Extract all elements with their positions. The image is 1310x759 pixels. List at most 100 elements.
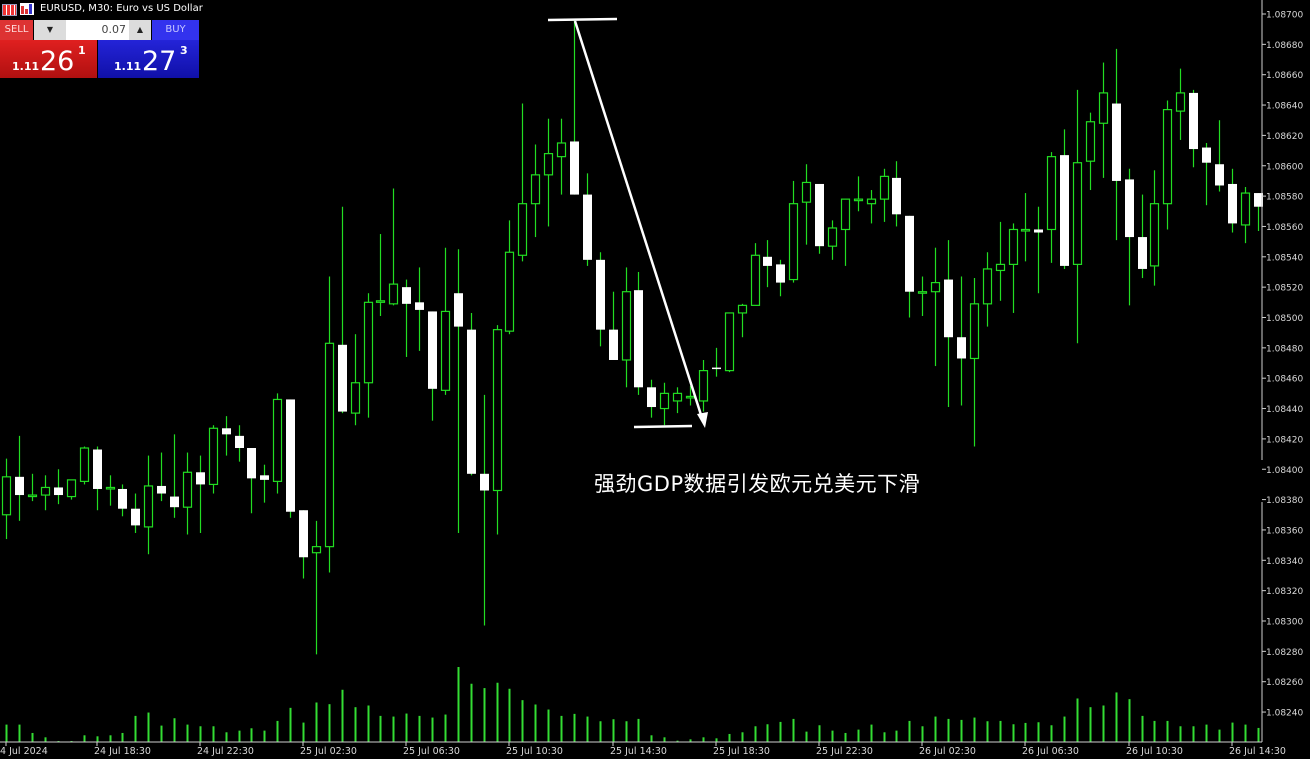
chart-type-icon[interactable] — [20, 3, 34, 15]
time-axis[interactable]: 24 Jul 2024 24 Jul 18:30 24 Jul 22:30 25 Ju… — [0, 741, 1286, 757]
candle-body-bull — [208, 427, 219, 486]
candle-body-bull — [517, 203, 528, 256]
annotation-high-line — [547, 17, 618, 22]
price-tick-label: 1.08680 — [1266, 41, 1303, 51]
time-tick-label: 25 Jul 18:30 — [713, 746, 770, 757]
time-tick-label: 26 Jul 14:30 — [1229, 746, 1286, 757]
candle — [182, 452, 193, 535]
time-tick-label: 26 Jul 06:30 — [1022, 746, 1079, 757]
candle — [1202, 142, 1211, 206]
candle — [157, 452, 166, 502]
price-tick-label: 1.08600 — [1266, 162, 1303, 172]
candle-body-bear — [54, 487, 63, 496]
lot-increase-button[interactable]: ▲ — [129, 20, 151, 40]
candle-body-bear — [118, 488, 127, 509]
lot-size-stepper[interactable]: ▼ 0.07 ▲ — [34, 20, 151, 40]
candle — [737, 303, 748, 338]
candle-body-bull — [1098, 92, 1109, 124]
price-tick-label: 1.08480 — [1266, 344, 1303, 354]
candle — [917, 276, 928, 316]
candle — [957, 276, 966, 406]
candle-body-bull — [827, 227, 838, 247]
candle-body-bull — [1149, 203, 1160, 267]
time-tick-label: 25 Jul 02:30 — [300, 746, 357, 757]
candle-body-bull — [853, 198, 864, 202]
candle — [827, 220, 838, 260]
sell-button[interactable]: SELL — [0, 20, 33, 40]
candle-body-bull — [685, 395, 696, 399]
volume-layer — [5, 667, 1260, 742]
candle-body-bear — [286, 399, 295, 512]
price-tick-label: 1.08320 — [1266, 587, 1303, 597]
candle-body-bear — [1228, 183, 1237, 224]
candle-body-bear — [609, 329, 618, 360]
candle-body-bull — [27, 494, 38, 498]
candle — [415, 267, 424, 351]
candle-body-bull — [79, 447, 90, 482]
candle-body-bear — [235, 435, 244, 449]
candle-body-bull — [1162, 109, 1173, 205]
buy-price-button[interactable]: 1.11 27 3 — [98, 40, 199, 78]
candle-body-bear — [260, 475, 269, 480]
trend-annotation — [547, 17, 708, 429]
candle — [698, 359, 709, 412]
candle-body-bear — [467, 329, 476, 474]
candle-body-bear — [892, 177, 901, 215]
candle — [1020, 193, 1031, 262]
lot-size-input[interactable]: 0.07 — [101, 23, 127, 36]
candle-body-bull — [1240, 192, 1251, 226]
price-axis[interactable]: 1.08700 1.08680 1.08660 1.08640 1.08620 1.086… — [1261, 0, 1303, 742]
candle — [363, 293, 374, 418]
candle — [118, 484, 127, 517]
candle-body-bull — [801, 181, 812, 203]
candle-body-bear — [428, 311, 437, 389]
candle — [1072, 89, 1083, 344]
candle — [66, 479, 77, 500]
candles-layer — [1, 20, 1263, 655]
candle — [712, 347, 721, 377]
price-tick-label: 1.08300 — [1266, 618, 1303, 628]
buy-button[interactable]: BUY — [152, 20, 199, 40]
candle — [388, 188, 399, 306]
candle-body-bull — [363, 301, 374, 384]
candle — [530, 144, 541, 238]
candle — [853, 176, 864, 212]
candle-body-bull — [105, 486, 116, 490]
candle — [454, 249, 463, 533]
time-tick-label: 25 Jul 06:30 — [403, 746, 460, 757]
candle — [995, 221, 1006, 301]
candle — [672, 387, 683, 414]
candle — [196, 455, 205, 533]
candle — [350, 334, 361, 426]
candle — [105, 475, 116, 506]
candle — [286, 399, 295, 518]
sell-price-fraction: 1 — [78, 44, 86, 57]
candle-body-bull — [40, 486, 51, 496]
candle — [235, 425, 244, 462]
candle — [222, 416, 231, 456]
candle-body-bull — [272, 398, 283, 482]
candle-body-bear — [415, 302, 424, 310]
candle — [1112, 48, 1121, 241]
candle — [892, 161, 901, 227]
candle — [1162, 100, 1173, 230]
candle-body-bull — [350, 382, 361, 414]
price-tick-label: 1.08260 — [1266, 678, 1303, 688]
lot-decrease-button[interactable]: ▼ — [34, 20, 66, 40]
candle-body-bull — [182, 471, 193, 508]
candle-body-bull — [969, 303, 980, 360]
arrow-head-icon — [697, 412, 708, 428]
sell-price-button[interactable]: 1.11 26 1 — [0, 40, 97, 78]
candle-body-bull — [375, 300, 386, 303]
candle — [930, 247, 941, 367]
candle-body-bull — [840, 198, 851, 231]
candle-body-bear — [570, 141, 579, 195]
price-tick-label: 1.08580 — [1266, 193, 1303, 203]
price-tick-label: 1.08440 — [1266, 405, 1303, 415]
candle — [517, 103, 528, 262]
time-tick-label: 24 Jul 2024 — [0, 746, 48, 757]
candle — [776, 259, 785, 297]
candle — [944, 240, 953, 408]
price-tick-label: 1.08360 — [1266, 526, 1303, 536]
